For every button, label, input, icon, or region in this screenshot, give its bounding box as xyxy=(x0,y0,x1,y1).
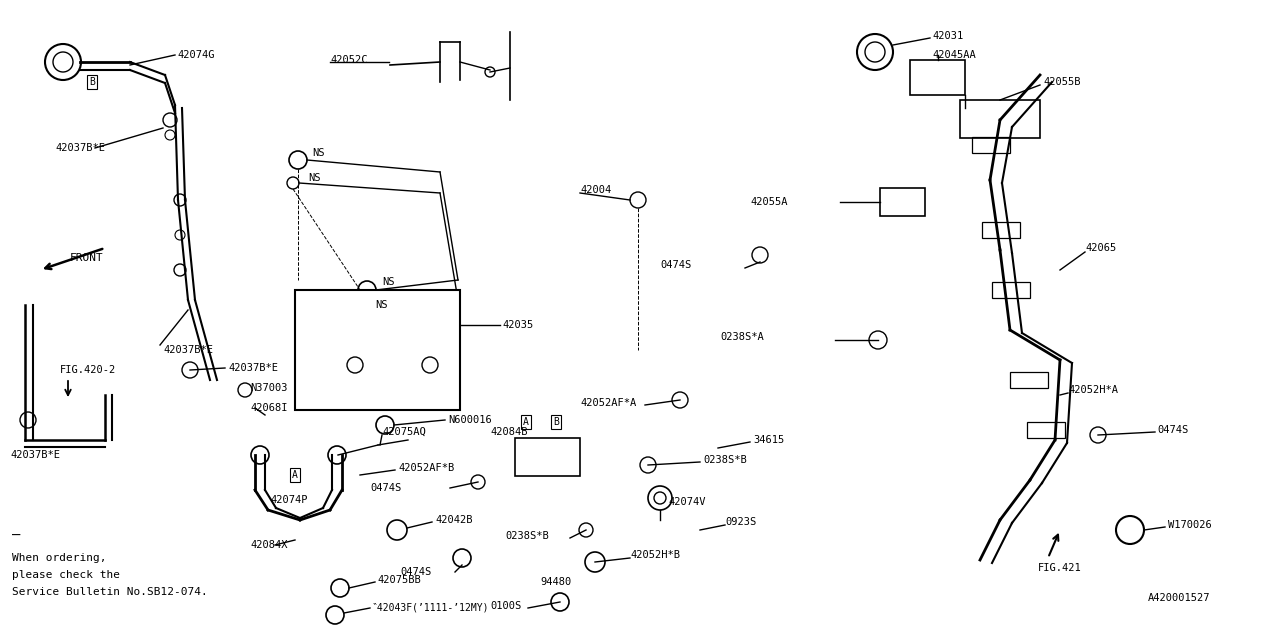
Bar xyxy=(1027,422,1065,438)
Text: ‶42043F(’1111-’12MY): ‶42043F(’1111-’12MY) xyxy=(372,603,489,613)
Text: NS: NS xyxy=(312,148,325,158)
Text: A: A xyxy=(292,470,298,480)
Text: 0474S: 0474S xyxy=(370,483,401,493)
Bar xyxy=(910,60,965,95)
Text: 0474S: 0474S xyxy=(1157,425,1188,435)
Text: 0100S: 0100S xyxy=(490,601,521,611)
Text: 42042B: 42042B xyxy=(435,515,472,525)
Text: please check the: please check the xyxy=(12,570,120,580)
Text: FIG.420-2: FIG.420-2 xyxy=(60,365,116,375)
Bar xyxy=(881,188,925,216)
Text: 0474S: 0474S xyxy=(401,567,431,577)
Text: 42075BB: 42075BB xyxy=(378,575,421,585)
Text: 42068I: 42068I xyxy=(250,403,288,413)
Text: 42084X: 42084X xyxy=(250,540,288,550)
Text: 42065: 42065 xyxy=(1085,243,1116,253)
Text: 42031: 42031 xyxy=(932,31,964,41)
Text: 42052H*A: 42052H*A xyxy=(1068,385,1117,395)
Text: 34615: 34615 xyxy=(753,435,785,445)
Text: 42004: 42004 xyxy=(580,185,612,195)
Text: FIG.421: FIG.421 xyxy=(1038,563,1082,573)
Text: B: B xyxy=(553,417,559,427)
Text: 42052AF*B: 42052AF*B xyxy=(398,463,454,473)
Text: 42074G: 42074G xyxy=(177,50,215,60)
Bar xyxy=(992,282,1030,298)
Text: NS: NS xyxy=(375,300,388,310)
Text: 42074P: 42074P xyxy=(270,495,307,505)
Text: NS: NS xyxy=(308,173,320,183)
Text: 42052C: 42052C xyxy=(330,55,367,65)
Text: 0238S*B: 0238S*B xyxy=(703,455,746,465)
Text: 42084B: 42084B xyxy=(490,427,527,437)
Text: 0238S*B: 0238S*B xyxy=(506,531,549,541)
Text: 0238S*A: 0238S*A xyxy=(721,332,764,342)
Text: 42037B*E: 42037B*E xyxy=(10,450,60,460)
Text: N600016: N600016 xyxy=(448,415,492,425)
Text: 42052H*B: 42052H*B xyxy=(630,550,680,560)
Text: 42052AF*A: 42052AF*A xyxy=(580,398,636,408)
Text: 42045AA: 42045AA xyxy=(932,50,975,60)
Text: 42074V: 42074V xyxy=(668,497,705,507)
Text: FRONT: FRONT xyxy=(70,253,104,263)
Text: 42035: 42035 xyxy=(502,320,534,330)
Text: 42055A: 42055A xyxy=(750,197,787,207)
Text: B: B xyxy=(90,77,95,87)
Text: A: A xyxy=(524,417,529,427)
Text: NS: NS xyxy=(381,277,394,287)
Text: 42075AQ: 42075AQ xyxy=(381,427,426,437)
Text: 0923S: 0923S xyxy=(724,517,756,527)
Bar xyxy=(960,100,1039,138)
Text: When ordering,: When ordering, xyxy=(12,553,106,563)
Text: Service Bulletin No.SB12-074.: Service Bulletin No.SB12-074. xyxy=(12,587,207,597)
Text: ‾: ‾ xyxy=(12,535,20,549)
Text: W170026: W170026 xyxy=(1169,520,1212,530)
Bar xyxy=(294,290,460,410)
Text: 42037B*E: 42037B*E xyxy=(55,143,105,153)
Text: N37003: N37003 xyxy=(250,383,288,393)
Bar xyxy=(1010,372,1048,388)
Text: 0474S: 0474S xyxy=(660,260,691,270)
Text: 42037B*E: 42037B*E xyxy=(163,345,212,355)
Text: 94480: 94480 xyxy=(540,577,571,587)
Text: A420001527: A420001527 xyxy=(1148,593,1211,603)
Bar xyxy=(972,137,1010,153)
Text: 42037B*E: 42037B*E xyxy=(228,363,278,373)
Bar xyxy=(982,222,1020,238)
Text: 42055B: 42055B xyxy=(1043,77,1080,87)
Bar xyxy=(515,438,580,476)
